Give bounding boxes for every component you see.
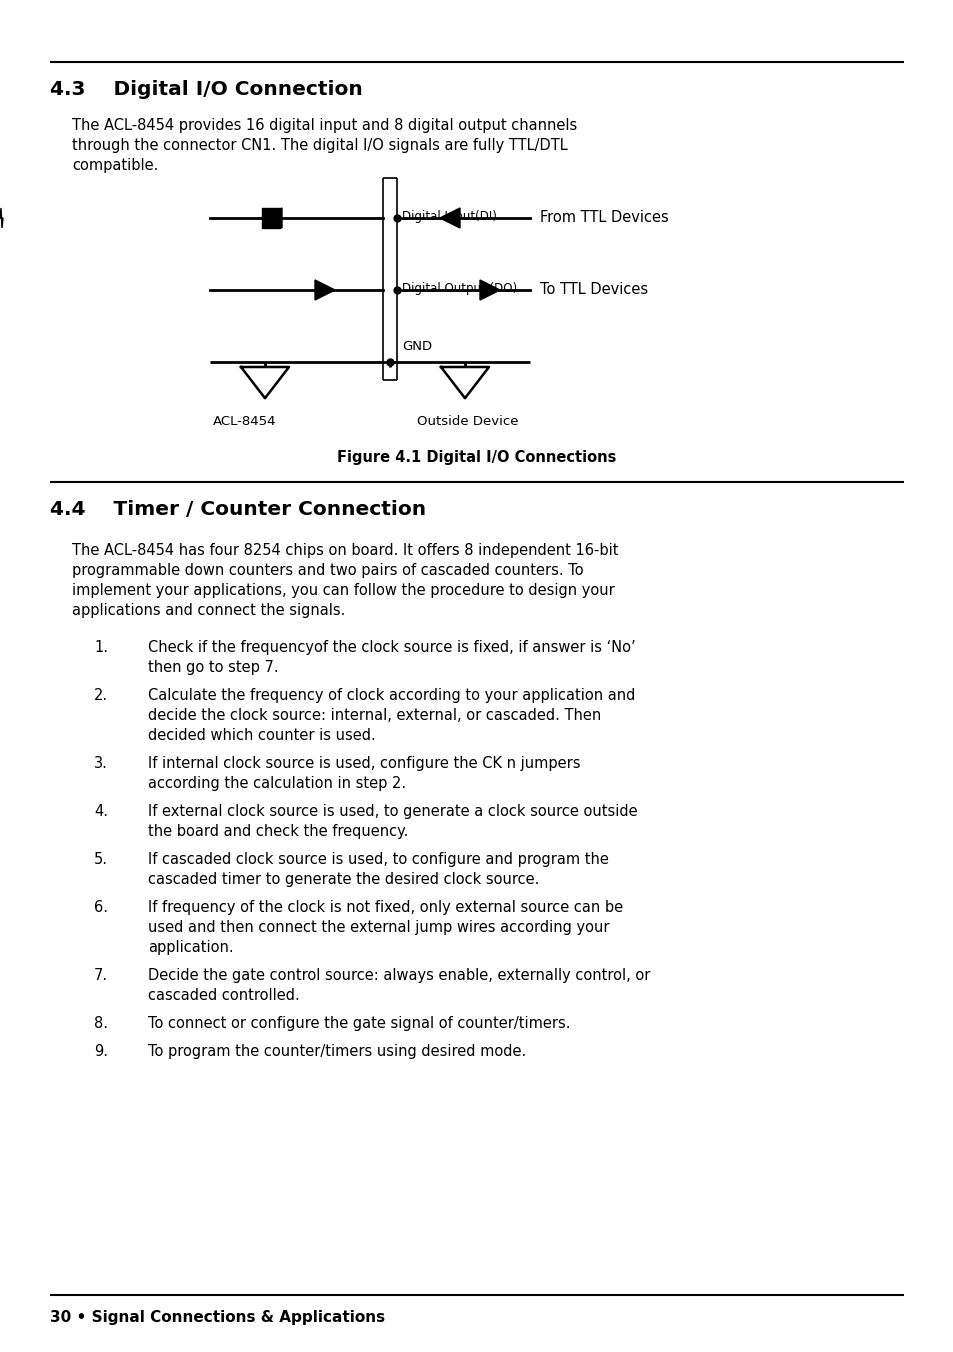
Text: Figure 4.1 Digital I/O Connections: Figure 4.1 Digital I/O Connections xyxy=(337,450,616,465)
Text: To program the counter/timers using desired mode.: To program the counter/timers using desi… xyxy=(148,1044,526,1059)
Text: Digital Output (DO): Digital Output (DO) xyxy=(401,283,517,295)
Text: 7.: 7. xyxy=(93,968,108,983)
Text: 9.: 9. xyxy=(94,1044,108,1059)
Polygon shape xyxy=(262,208,282,228)
Text: 6.: 6. xyxy=(94,900,108,915)
Text: To TTL Devices: To TTL Devices xyxy=(539,283,647,297)
Text: The ACL-8454 has four 8254 chips on board. It offers 8 independent 16-bit: The ACL-8454 has four 8254 chips on boar… xyxy=(71,544,618,558)
Text: decided which counter is used.: decided which counter is used. xyxy=(148,727,375,744)
Text: decide the clock source: internal, external, or cascaded. Then: decide the clock source: internal, exter… xyxy=(148,708,600,723)
Text: 2.: 2. xyxy=(93,688,108,703)
Text: 3.: 3. xyxy=(94,756,108,771)
Polygon shape xyxy=(262,208,280,228)
Text: Calculate the frequency of clock according to your application and: Calculate the frequency of clock accordi… xyxy=(148,688,635,703)
Text: 4.: 4. xyxy=(94,804,108,819)
Text: If internal clock source is used, configure the CK n jumpers: If internal clock source is used, config… xyxy=(148,756,579,771)
Text: 30 • Signal Connections & Applications: 30 • Signal Connections & Applications xyxy=(50,1310,385,1325)
Polygon shape xyxy=(439,208,459,228)
Polygon shape xyxy=(314,280,335,300)
Text: 4.4    Timer / Counter Connection: 4.4 Timer / Counter Connection xyxy=(50,500,426,519)
Text: then go to step 7.: then go to step 7. xyxy=(148,660,278,675)
Text: If frequency of the clock is not fixed, only external source can be: If frequency of the clock is not fixed, … xyxy=(148,900,622,915)
Text: Decide the gate control source: always enable, externally control, or: Decide the gate control source: always e… xyxy=(148,968,650,983)
Text: cascaded controlled.: cascaded controlled. xyxy=(148,988,299,1003)
Text: Check if the frequencyof the clock source is fixed, if answer is ‘No’: Check if the frequencyof the clock sourc… xyxy=(148,639,635,654)
Text: programmable down counters and two pairs of cascaded counters. To: programmable down counters and two pairs… xyxy=(71,562,583,579)
Text: 8.: 8. xyxy=(94,1015,108,1032)
Text: application.: application. xyxy=(148,940,233,955)
Text: implement your applications, you can follow the procedure to design your: implement your applications, you can fol… xyxy=(71,583,614,598)
Text: To connect or configure the gate signal of counter/timers.: To connect or configure the gate signal … xyxy=(148,1015,570,1032)
Text: ACL-8454: ACL-8454 xyxy=(213,415,276,429)
Text: according the calculation in step 2.: according the calculation in step 2. xyxy=(148,776,406,791)
Text: If external clock source is used, to generate a clock source outside: If external clock source is used, to gen… xyxy=(148,804,637,819)
Text: GND: GND xyxy=(401,339,432,353)
Text: applications and connect the signals.: applications and connect the signals. xyxy=(71,603,345,618)
Text: used and then connect the external jump wires according your: used and then connect the external jump … xyxy=(148,919,609,936)
Text: 4.3    Digital I/O Connection: 4.3 Digital I/O Connection xyxy=(50,80,362,99)
Text: through the connector CN1. The digital I/O signals are fully TTL/DTL: through the connector CN1. The digital I… xyxy=(71,138,567,153)
Text: If cascaded clock source is used, to configure and program the: If cascaded clock source is used, to con… xyxy=(148,852,608,867)
Text: 1.: 1. xyxy=(94,639,108,654)
Text: compatible.: compatible. xyxy=(71,158,158,173)
Text: cascaded timer to generate the desired clock source.: cascaded timer to generate the desired c… xyxy=(148,872,538,887)
Text: Outside Device: Outside Device xyxy=(416,415,518,429)
Polygon shape xyxy=(479,280,499,300)
Text: the board and check the frequency.: the board and check the frequency. xyxy=(148,823,408,840)
Polygon shape xyxy=(0,208,3,228)
Text: From TTL Devices: From TTL Devices xyxy=(539,210,668,224)
Text: Digital Input(DI): Digital Input(DI) xyxy=(401,210,497,223)
Text: The ACL-8454 provides 16 digital input and 8 digital output channels: The ACL-8454 provides 16 digital input a… xyxy=(71,118,577,132)
Text: 5.: 5. xyxy=(94,852,108,867)
